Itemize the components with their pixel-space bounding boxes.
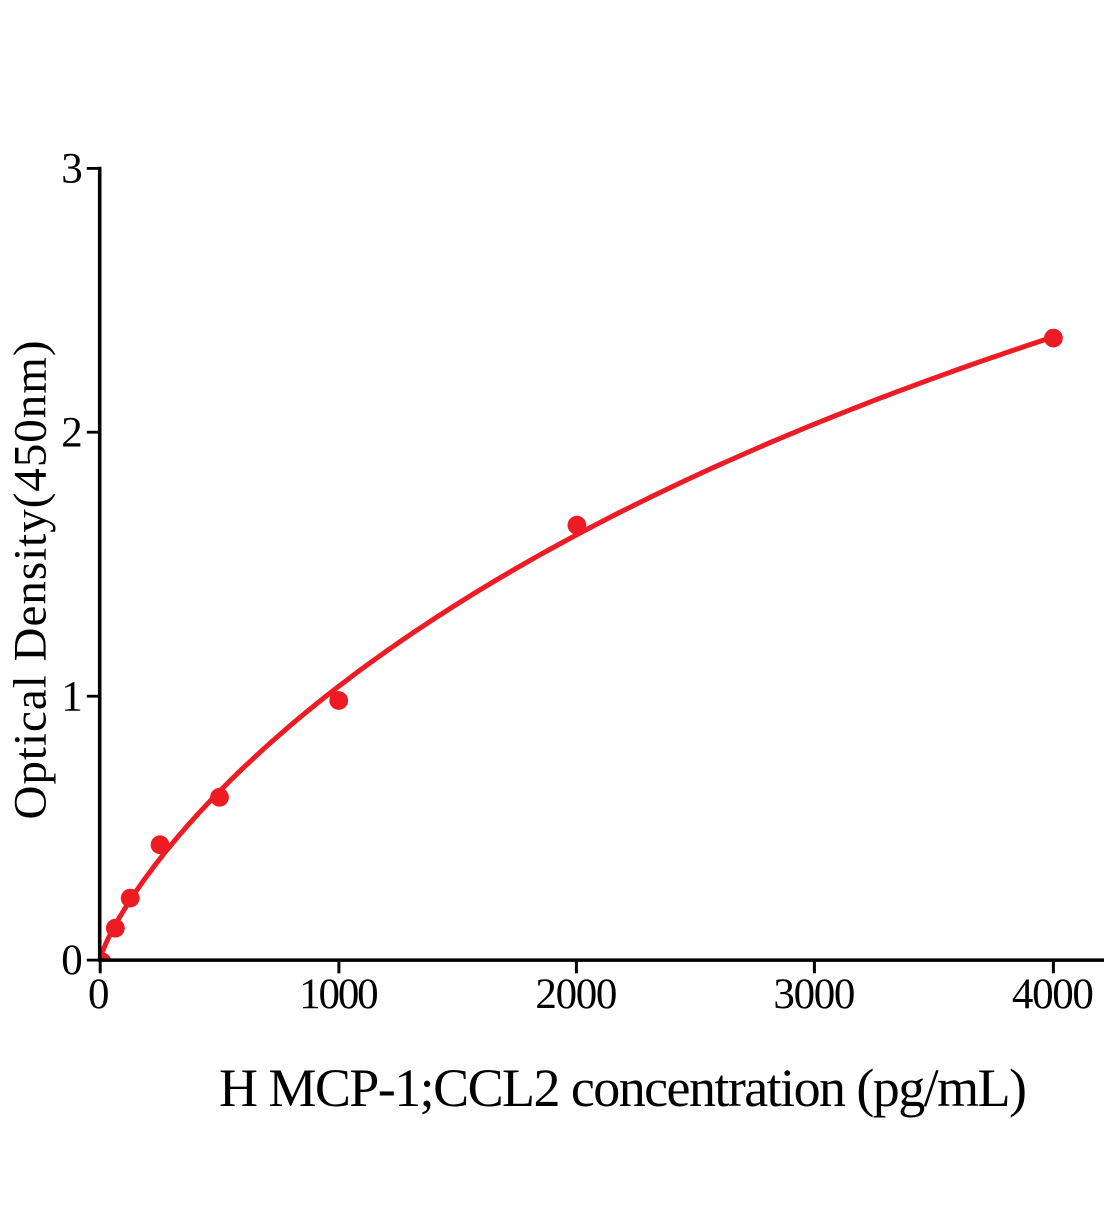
svg-text:1: 1	[61, 673, 83, 720]
svg-text:H MCP-1;CCL2 concentration (pg: H MCP-1;CCL2 concentration (pg/mL)	[219, 1058, 1027, 1118]
svg-text:3000: 3000	[773, 971, 855, 1018]
svg-text:1000: 1000	[299, 971, 379, 1018]
svg-text:Optical Density(450nm): Optical Density(450nm)	[4, 341, 56, 820]
svg-text:2000: 2000	[535, 971, 617, 1018]
svg-text:0: 0	[61, 937, 83, 984]
svg-text:3: 3	[61, 146, 83, 193]
svg-text:0: 0	[88, 971, 110, 1018]
svg-text:2: 2	[61, 409, 83, 456]
svg-text:4000: 4000	[1012, 971, 1094, 1018]
